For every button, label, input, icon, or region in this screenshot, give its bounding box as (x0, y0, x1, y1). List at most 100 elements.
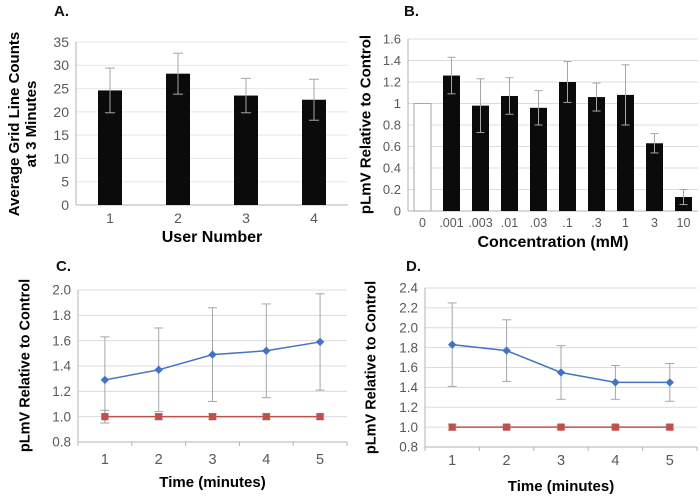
y-tick-label: 0.2 (383, 182, 401, 197)
bar (166, 73, 190, 205)
panel-c-x-axis-title: Time (minutes) (159, 474, 266, 491)
x-tick-label: 4 (310, 210, 318, 226)
x-tick-label: 2 (155, 452, 163, 468)
x-tick-label: 5 (666, 453, 674, 469)
y-tick-label: 5 (61, 174, 69, 190)
y-tick-label: 25 (53, 80, 69, 96)
x-tick-label: .3 (591, 216, 601, 230)
panel-a-label: A. (54, 3, 69, 20)
y-tick-label: 1.2 (383, 75, 401, 90)
y-tick-label: 1.4 (52, 359, 71, 374)
panel-a-plot: 0 5 10 15 20 25 30 35 1 2 3 4 (53, 34, 348, 226)
x-tick-label: 10 (677, 216, 691, 230)
y-tick-label: 1.8 (399, 340, 418, 355)
x-tick-label: .01 (501, 216, 518, 230)
x-tick-label: 1 (106, 210, 114, 226)
data-point-square (101, 413, 109, 421)
y-tick-label: 35 (53, 34, 69, 50)
data-point-square (155, 413, 163, 421)
panel-c-plot: 0.8 1.0 1.2 1.4 1.6 1.8 2.0 1 2 3 4 5 (52, 283, 348, 468)
panel-d-plot: 0.8 1.0 1.2 1.4 1.6 1.8 2.0 2.2 2.4 1 2 3 4 5 (399, 281, 698, 469)
x-tick-label: 3 (208, 452, 216, 468)
x-tick-label: 1 (101, 452, 109, 468)
control-open-bar (413, 103, 432, 212)
bar (646, 143, 663, 211)
y-tick-label: 1.0 (399, 420, 418, 435)
data-point-square (208, 413, 217, 421)
x-tick-label: 0 (419, 216, 426, 230)
x-tick-label: 5 (316, 452, 324, 468)
y-tick-label: 2.0 (399, 320, 418, 335)
x-tick-label: .03 (530, 216, 547, 230)
data-point-diamond (208, 350, 217, 359)
y-tick-label: 0.8 (383, 118, 401, 133)
y-tick-label: 1.4 (399, 380, 418, 395)
y-tick-label: 0.8 (399, 440, 418, 455)
panel-a: A. Average Grid Line Counts at 3 Minutes… (0, 0, 350, 250)
data-point-diamond (448, 340, 457, 349)
y-tick-label: 2.0 (52, 283, 71, 298)
bar (443, 75, 460, 211)
panel-c: C. pLmV Relative to Control 0.8 1.0 1.2 1.4… (0, 250, 350, 500)
y-tick-label: 1.6 (399, 360, 418, 375)
y-tick-label: 0 (394, 204, 401, 219)
x-tick-label: 4 (262, 452, 270, 468)
y-tick-label: 20 (53, 104, 69, 120)
y-tick-label: 0.8 (52, 435, 71, 450)
data-point-square (316, 413, 324, 421)
panel-d: D. pLmV Relative to Control 0.8 1.0 1.2 1.4… (350, 250, 700, 500)
data-point-diamond (502, 346, 511, 355)
y-tick-label: 15 (53, 127, 69, 143)
data-point-square (262, 413, 270, 421)
data-point-square (503, 423, 511, 431)
data-point-square (557, 423, 565, 431)
bar (472, 105, 489, 211)
bar (501, 95, 518, 211)
x-tick-label: .1 (562, 216, 572, 230)
panel-d-label: D. (406, 258, 421, 275)
y-tick-label: 1.2 (52, 384, 71, 399)
bar (617, 94, 634, 211)
bar (234, 95, 258, 205)
bar (559, 82, 576, 211)
data-point-diamond (611, 378, 620, 387)
y-tick-label: 0.6 (383, 139, 401, 154)
x-tick-label: 2 (174, 210, 182, 226)
panel-a-x-axis-title: User Number (161, 229, 263, 246)
panel-d-x-axis-title: Time (minutes) (507, 478, 615, 495)
y-tick-label: 1.8 (52, 308, 71, 323)
x-tick-label: 1 (448, 453, 456, 469)
y-tick-label: 2.2 (399, 301, 418, 316)
x-tick-label: 2 (503, 453, 511, 469)
bar (530, 107, 547, 211)
x-tick-label: .001 (439, 216, 463, 230)
y-tick-label: 1.6 (52, 333, 71, 348)
data-point-diamond (315, 337, 325, 347)
data-point-square (448, 423, 456, 431)
x-tick-label: 1 (622, 216, 629, 230)
x-tick-label: 3 (557, 453, 565, 469)
panel-b-plot: 0 0.2 0.4 0.6 0.8 1 1.2 1.4 1.6 0 .001 .003 .01 .03 .1… (383, 32, 698, 230)
panel-b-x-axis-title: Concentration (mM) (477, 234, 629, 251)
y-tick-label: 0.4 (383, 161, 401, 176)
data-point-diamond (556, 368, 566, 377)
data-point-diamond (665, 378, 674, 387)
data-point-diamond (154, 365, 163, 374)
bar (588, 97, 605, 211)
panel-b-label: B. (404, 3, 419, 20)
y-tick-label: 30 (53, 57, 69, 73)
y-tick-label: 1.0 (52, 409, 71, 424)
panel-c-label: C. (56, 258, 71, 275)
y-tick-label: 1 (394, 96, 401, 111)
y-tick-label: 1.2 (399, 400, 418, 415)
y-tick-label: 1.4 (383, 53, 401, 68)
data-point-diamond (262, 346, 271, 355)
panel-b: B. pLmV Relative to Control 0 0.2 0.4 0.6 0.… (350, 0, 700, 251)
y-tick-label: 0 (61, 197, 69, 213)
y-tick-label: 2.4 (399, 281, 418, 296)
data-point-diamond (100, 375, 110, 385)
x-tick-label: 4 (611, 453, 619, 469)
x-tick-label: 3 (242, 210, 250, 226)
x-tick-label: .003 (468, 216, 492, 230)
